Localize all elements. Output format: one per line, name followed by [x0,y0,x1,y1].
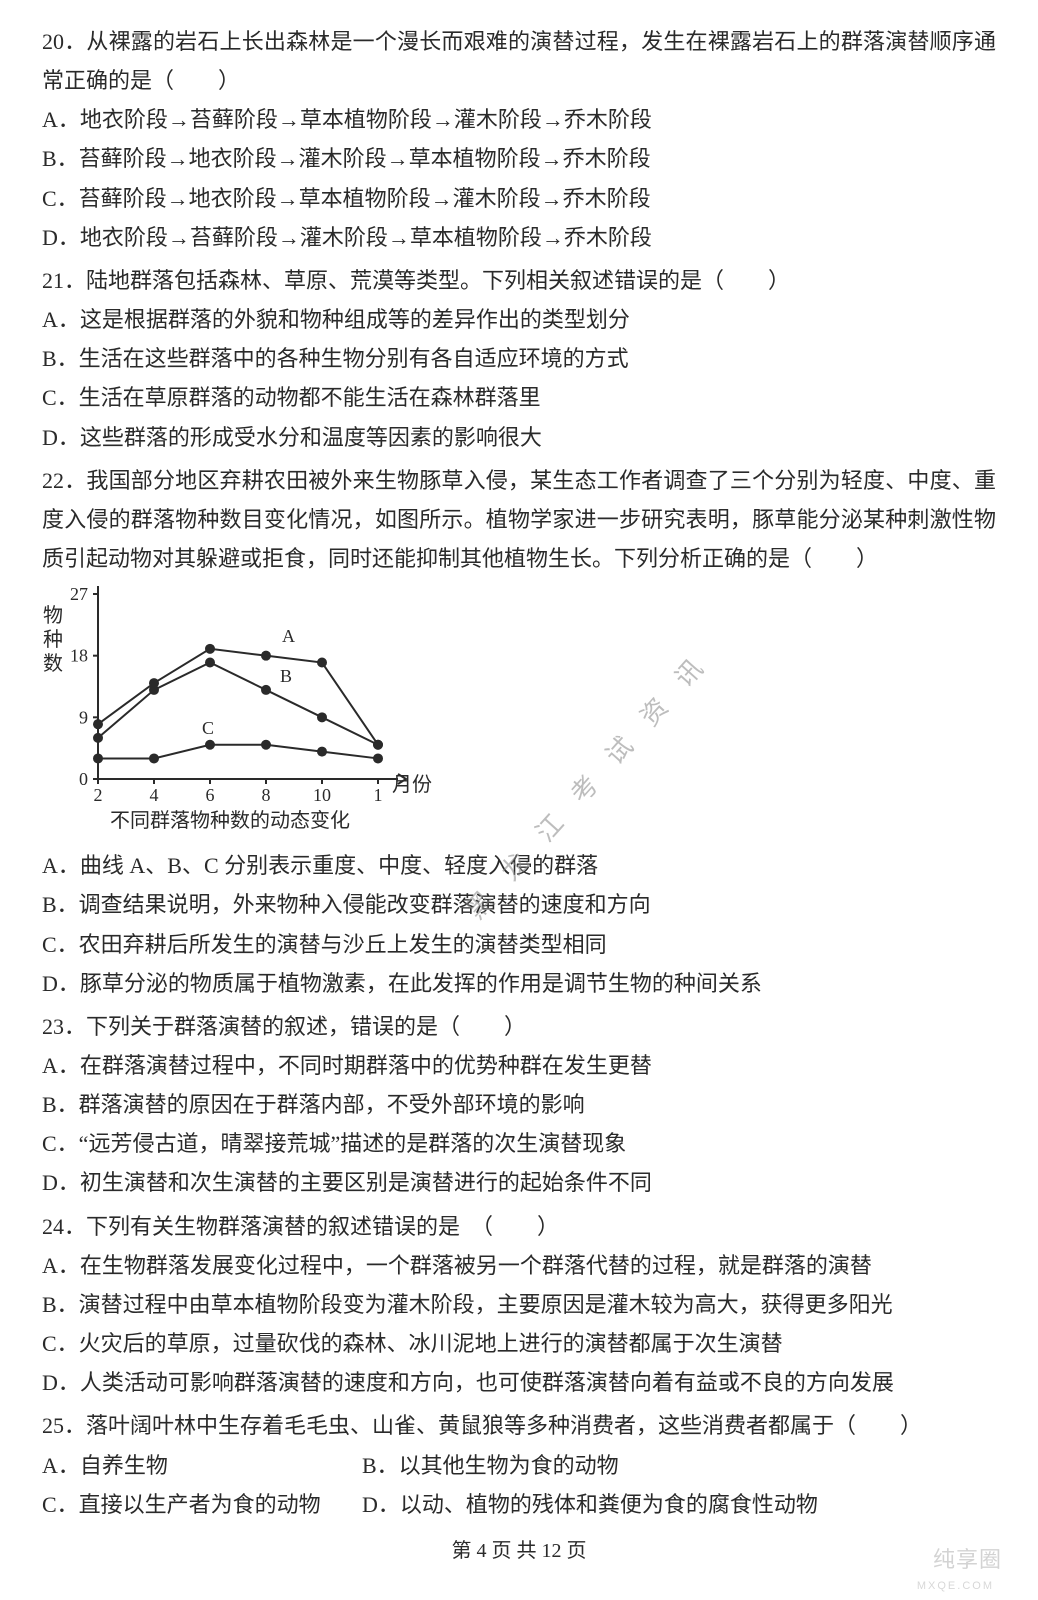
option-d: D．人类活动可影响群落演替的速度和方向，也可使群落演替向着有益或不良的方向发展 [42,1363,996,1402]
page-footer: 第 4 页 共 12 页 [42,1534,996,1563]
option-a: A．在群落演替过程中，不同时期群落中的优势种群在发生更替 [42,1046,996,1085]
question-number: 25 [42,1413,64,1438]
option-row-2: C．直接以生产者为食的动物 D．以动、植物的残体和粪便为食的腐食性动物 [42,1485,996,1524]
option-a: A．在生物群落发展变化过程中，一个群落被另一个群落代替的过程，就是群落的演替 [42,1246,996,1285]
species-chart: 物种数 0 9 18 27 2 4 6 8 10 1 AB C 月份 不同群落物种数的动态变化 [42,584,996,844]
option-b: B．苔藓阶段→地衣阶段→灌木阶段→草本植物阶段→乔木阶段 [42,139,996,178]
watermark-url: MXQE.COM [917,1580,994,1592]
svg-text:2: 2 [94,785,103,804]
svg-text:A: A [282,626,295,646]
option-d: D．豚草分泌的物质属于植物激素，在此发挥的作用是调节生物的种间关系 [42,964,996,1003]
question-23: 23．下列关于群落演替的叙述，错误的是（ ） A．在群落演替过程中，不同时期群落… [42,1007,996,1203]
option-c: C．直接以生产者为食的动物 [42,1485,362,1524]
svg-text:27: 27 [70,584,88,604]
option-c: C．苔藓阶段→地衣阶段→草本植物阶段→灌木阶段→乔木阶段 [42,179,996,218]
svg-text:4: 4 [150,785,159,804]
chart-caption: 不同群落物种数的动态变化 [110,804,350,833]
option-a: A．曲线 A、B、C 分别表示重度、中度、轻度入侵的群落 [42,846,996,885]
question-stem: 22．我国部分地区弃耕农田被外来生物豚草入侵，某生态工作者调查了三个分别为轻度、… [42,461,996,578]
svg-text:10: 10 [313,785,331,804]
option-a: A．自养生物 [42,1446,362,1485]
option-d: D．这些群落的形成受水分和温度等因素的影响很大 [42,418,996,457]
question-stem: 20．从裸露的岩石上长出森林是一个漫长而艰难的演替过程，发生在裸露岩石上的群落演… [42,22,996,100]
option-b: B．以其他生物为食的动物 [362,1446,996,1485]
chart-svg: 0 9 18 27 2 4 6 8 10 1 AB C [42,584,442,804]
question-number: 23 [42,1014,64,1039]
option-c: C．生活在草原群落的动物都不能生活在森林群落里 [42,378,996,417]
question-stem: 21．陆地群落包括森林、草原、荒漠等类型。下列相关叙述错误的是（ ） [42,261,996,300]
question-20: 20．从裸露的岩石上长出森林是一个漫长而艰难的演替过程，发生在裸露岩石上的群落演… [42,22,996,257]
chart-xlabel: 月份 [392,768,432,797]
option-a: A．地衣阶段→苔藓阶段→草本植物阶段→灌木阶段→乔木阶段 [42,100,996,139]
option-b: B．群落演替的原因在于群落内部，不受外部环境的影响 [42,1085,996,1124]
svg-text:9: 9 [79,708,88,728]
option-d: D．初生演替和次生演替的主要区别是演替进行的起始条件不同 [42,1163,996,1202]
question-24: 24．下列有关生物群落演替的叙述错误的是 （ ） A．在生物群落发展变化过程中，… [42,1207,996,1403]
svg-text:6: 6 [206,785,215,804]
svg-text:8: 8 [262,785,271,804]
option-a: A．这是根据群落的外貌和物种组成等的差异作出的类型划分 [42,300,996,339]
option-b: B．演替过程中由草本植物阶段变为灌木阶段，主要原因是灌木较为高大，获得更多阳光 [42,1285,996,1324]
question-stem: 25．落叶阔叶林中生存着毛毛虫、山雀、黄鼠狼等多种消费者，这些消费者都属于（ ） [42,1406,996,1445]
svg-text:C: C [202,718,214,738]
question-number: 20 [42,29,64,54]
question-22: 22．我国部分地区弃耕农田被外来生物豚草入侵，某生态工作者调查了三个分别为轻度、… [42,461,996,1003]
option-row-1: A．自养生物 B．以其他生物为食的动物 [42,1446,996,1485]
question-stem: 24．下列有关生物群落演替的叙述错误的是 （ ） [42,1207,996,1246]
svg-text:0: 0 [79,769,88,789]
svg-text:B: B [280,666,292,686]
question-number: 24 [42,1214,64,1239]
option-d: D．地衣阶段→苔藓阶段→灌木阶段→草本植物阶段→乔木阶段 [42,218,996,257]
option-c: C．火灾后的草原，过量砍伐的森林、冰川泥地上进行的演替都属于次生演替 [42,1324,996,1363]
svg-text:18: 18 [70,646,88,666]
chart-ylabel: 物种数 [42,604,64,676]
question-25: 25．落叶阔叶林中生存着毛毛虫、山雀、黄鼠狼等多种消费者，这些消费者都属于（ ）… [42,1406,996,1523]
svg-text:1: 1 [374,785,383,804]
question-21: 21．陆地群落包括森林、草原、荒漠等类型。下列相关叙述错误的是（ ） A．这是根… [42,261,996,457]
option-c: C．农田弃耕后所发生的演替与沙丘上发生的演替类型相同 [42,925,996,964]
question-number: 21 [42,268,64,293]
option-b: B．调查结果说明，外来物种入侵能改变群落演替的速度和方向 [42,885,996,924]
option-b: B．生活在这些群落中的各种生物分别有各自适应环境的方式 [42,339,996,378]
option-c: C．“远芳侵古道，晴翠接荒城”描述的是群落的次生演替现象 [42,1124,996,1163]
question-stem: 23．下列关于群落演替的叙述，错误的是（ ） [42,1007,996,1046]
option-d: D．以动、植物的残体和粪便为食的腐食性动物 [362,1485,996,1524]
question-number: 22 [42,468,64,493]
